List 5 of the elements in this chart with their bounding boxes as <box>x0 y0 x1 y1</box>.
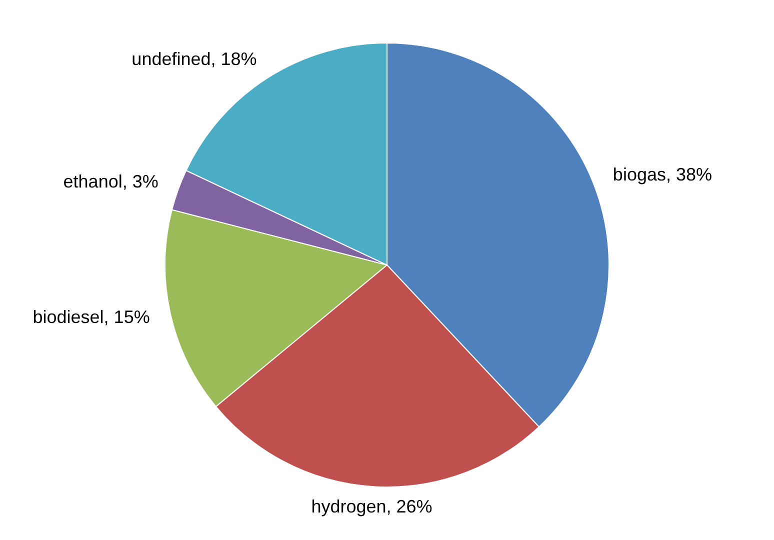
slice-label: biodiesel, 15% <box>32 307 150 328</box>
slice-label: undefined, 18% <box>132 48 257 69</box>
slice-label: hydrogen, 26% <box>311 496 432 517</box>
slice-label: ethanol, 3% <box>63 172 158 192</box>
slice-label: biogas, 38% <box>612 164 712 185</box>
